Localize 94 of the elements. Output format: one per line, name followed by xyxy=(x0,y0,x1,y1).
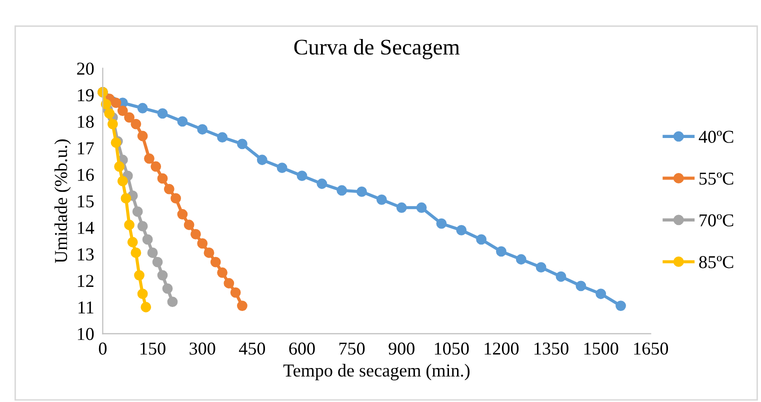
x-tick-label: 0 xyxy=(98,342,107,355)
point xyxy=(224,278,234,288)
y-tick-label: 17 xyxy=(78,142,94,154)
point xyxy=(137,288,148,300)
point xyxy=(336,185,348,196)
y-tick-label: 14 xyxy=(78,222,94,234)
point xyxy=(230,287,241,298)
x-tick-label: 1350 xyxy=(534,342,568,355)
point xyxy=(157,270,168,280)
point xyxy=(576,280,586,292)
x-tick-label: 150 xyxy=(140,342,166,355)
point xyxy=(167,296,178,308)
point xyxy=(132,206,143,217)
point xyxy=(144,153,154,164)
point xyxy=(170,193,181,204)
point xyxy=(476,234,487,245)
point xyxy=(142,234,153,245)
point xyxy=(117,176,128,186)
point xyxy=(376,194,387,205)
point xyxy=(130,118,142,130)
point xyxy=(217,267,228,278)
point xyxy=(162,283,173,294)
point xyxy=(130,248,142,258)
point xyxy=(416,202,427,213)
x-tick-label: 1650 xyxy=(634,342,668,355)
point xyxy=(177,209,188,220)
point xyxy=(110,98,122,108)
x-tick-label: 600 xyxy=(289,342,315,355)
point xyxy=(164,184,174,194)
point xyxy=(107,118,118,130)
point xyxy=(140,302,152,312)
point xyxy=(124,112,135,123)
legend-label: 40ºC xyxy=(698,130,734,143)
legend-label: 55ºC xyxy=(700,172,734,185)
point xyxy=(124,220,135,230)
point xyxy=(496,246,506,257)
point xyxy=(197,124,208,135)
legend-label: 70ºC xyxy=(700,214,734,226)
point xyxy=(236,138,248,150)
point xyxy=(134,270,144,280)
point xyxy=(456,224,467,236)
x-tick-label: 300 xyxy=(190,342,216,355)
x-axis-title: Tempo de secagem (min.) xyxy=(283,364,470,380)
chart-title: Curva de Secagem xyxy=(294,39,460,60)
point xyxy=(157,173,168,184)
x-tick-label: 1500 xyxy=(584,342,618,355)
point xyxy=(276,162,288,174)
y-tick-label: 11 xyxy=(78,301,94,314)
y-tick-label: 18 xyxy=(78,116,94,128)
y-tick-label: 13 xyxy=(78,248,94,261)
point xyxy=(256,154,268,166)
y-tick-label: 20 xyxy=(77,62,94,75)
point xyxy=(104,108,115,119)
point xyxy=(152,256,163,268)
x-tick-label: 1050 xyxy=(434,342,469,355)
point xyxy=(596,288,606,300)
point xyxy=(120,193,132,204)
y-tick-label: 19 xyxy=(78,89,94,102)
point xyxy=(356,186,367,197)
point xyxy=(316,178,328,189)
point xyxy=(210,256,221,268)
y-axis-title: Umidade (%b.u.) xyxy=(54,139,71,264)
point xyxy=(516,254,526,265)
point xyxy=(396,202,407,213)
point xyxy=(137,220,148,232)
point xyxy=(436,218,447,229)
point xyxy=(616,300,626,312)
x-tick-label: 900 xyxy=(388,342,414,355)
point xyxy=(114,161,125,172)
point xyxy=(147,248,158,258)
y-tick-label: 16 xyxy=(78,168,94,181)
x-tick-label: 450 xyxy=(238,342,266,355)
point xyxy=(184,220,194,230)
point xyxy=(217,132,228,143)
point xyxy=(197,238,208,249)
point xyxy=(177,116,188,127)
point xyxy=(127,236,138,248)
x-tick-label: 1200 xyxy=(484,342,519,355)
point xyxy=(150,161,162,172)
legend-label: 85ºC xyxy=(699,256,734,268)
point xyxy=(296,170,308,182)
point xyxy=(157,108,168,119)
x-tick-label: 750 xyxy=(339,342,365,355)
point xyxy=(190,228,201,240)
point xyxy=(117,106,128,116)
point xyxy=(137,130,148,142)
y-tick-label: 15 xyxy=(78,195,94,208)
point xyxy=(204,248,214,258)
y-tick-label: 10 xyxy=(78,328,94,340)
point xyxy=(236,300,248,312)
y-tick-label: 12 xyxy=(78,274,94,287)
point xyxy=(536,262,546,273)
point xyxy=(137,102,148,114)
point xyxy=(556,271,566,282)
